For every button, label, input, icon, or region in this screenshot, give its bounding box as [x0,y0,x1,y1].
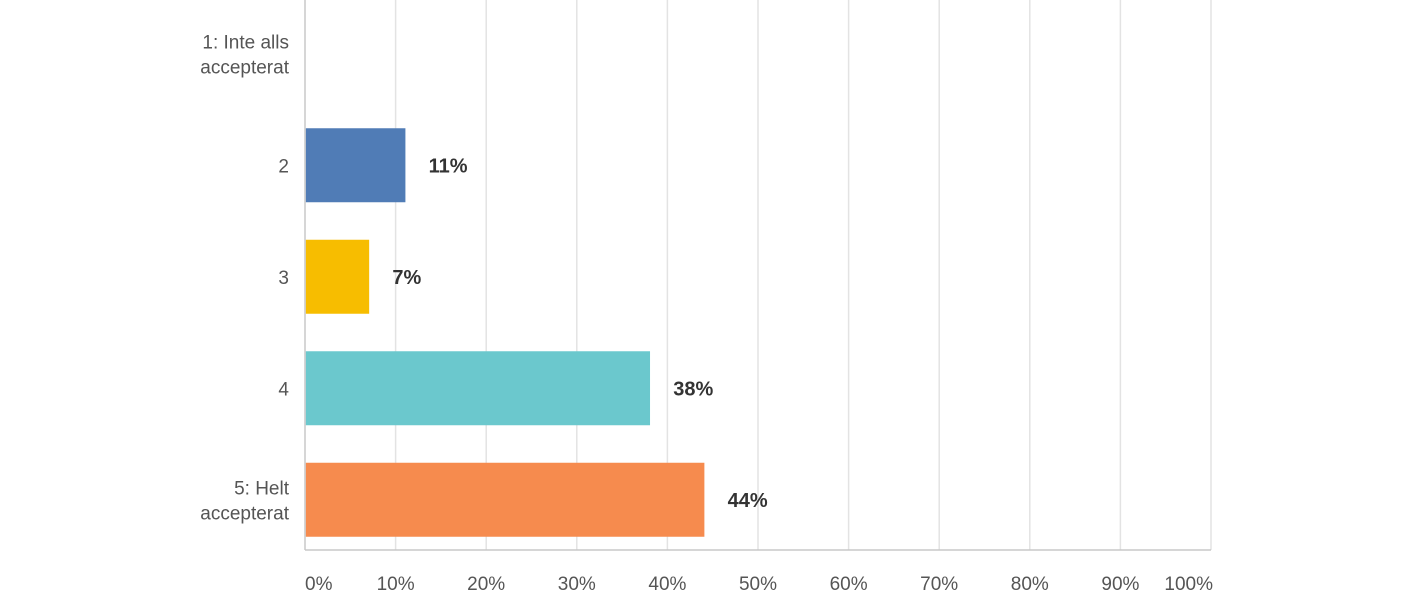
data-label: 38% [673,378,713,400]
data-label: 11% [429,155,468,177]
axes [304,0,1211,551]
x-tick-label: 100% [1164,574,1213,595]
bar [305,462,705,537]
category-label: 4 [278,379,289,400]
data-label: 44% [728,490,768,512]
category-label: 3 [278,268,289,289]
gridlines [394,0,1212,550]
x-tick-label: 10% [377,574,415,595]
x-tick-label: 80% [1011,574,1049,595]
x-tick-label: 40% [648,574,686,595]
bar [305,351,651,426]
x-tick-label: 60% [830,574,868,595]
x-tick-label: 20% [467,574,505,595]
category-label: 1: Inte alls accepterat [200,32,289,78]
bar [305,128,406,203]
x-tick-label: 30% [558,574,596,595]
x-tick-label: 70% [920,574,958,595]
x-tick-label: 50% [739,574,777,595]
labels: 0% 10% 20% 30% 40% 50% 60% 70% 80% 90% 100% 1: Inte… [200,32,1213,595]
x-tick-label: 90% [1101,574,1139,595]
category-label: 5: Helt accepterat [200,478,289,524]
bar [305,239,370,314]
x-tick-label: 0% [305,574,333,595]
data-label: 7% [392,267,421,289]
bars [305,128,705,537]
category-label: 2 [278,156,289,177]
